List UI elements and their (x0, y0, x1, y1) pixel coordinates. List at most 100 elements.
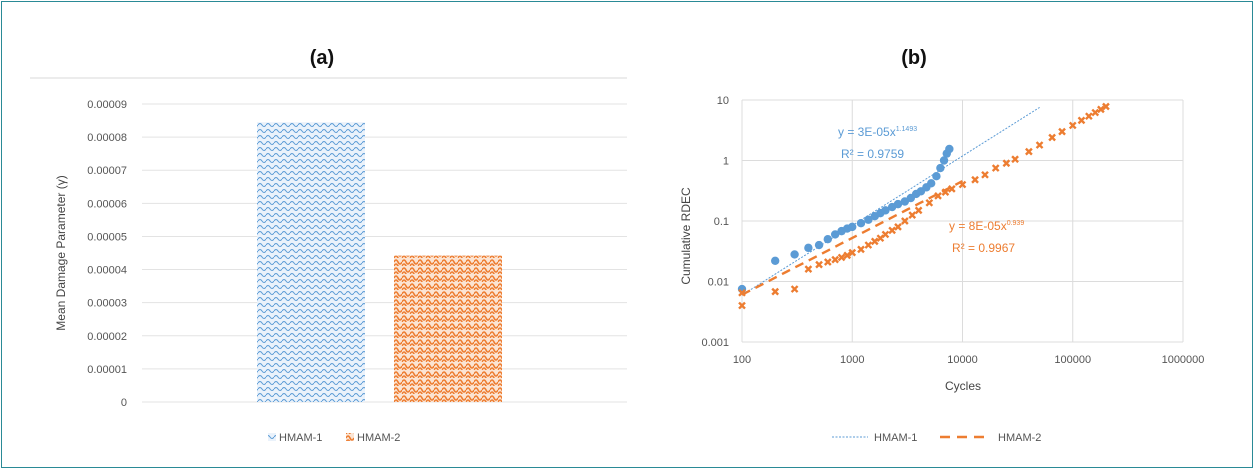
x-tick-label: 10000 (947, 354, 978, 366)
chart-b-title: (b) (901, 47, 927, 69)
data-point-hmam-2 (1035, 141, 1044, 149)
data-point-hmam-1 (939, 156, 949, 165)
chart-b-y-axis-label: Cumulative RDEC (679, 187, 693, 285)
data-point-hmam-1 (926, 179, 936, 188)
data-point-hmam-2 (870, 237, 879, 246)
trendline-hmam-2 (741, 180, 964, 296)
chart-b-annotations: y = 3E-05x1.1493 R² = 0.9759 y = 8E-05x0.9… (838, 125, 1024, 255)
data-point-hmam-2 (1068, 121, 1077, 130)
data-point-hmam-2 (1091, 108, 1100, 117)
data-point-hmam-2 (941, 188, 950, 196)
data-point-hmam-1 (770, 256, 780, 265)
y-tick-label: 0.1 (714, 216, 729, 228)
legend-label-hmam-2: HMAM-2 (998, 432, 1041, 444)
chart-b-tick-labels: 10 1 0.1 0.01 0.001 100 1000 10000 100000 1000000 (701, 95, 1204, 366)
data-point-hmam-2 (815, 260, 823, 269)
chart-a-legend: HMAM-1 HMAM-2 (268, 432, 400, 444)
trendline-equation-hmam-2: y = 8E-05x0.939 (949, 219, 1024, 233)
y-tick-label: 0.00005 (87, 231, 127, 243)
data-point-hmam-2 (1102, 102, 1110, 111)
bar-hmam-2 (394, 255, 502, 402)
trendline-equation-hmam-1: y = 3E-05x1.1493 (838, 125, 917, 139)
data-point-hmam-2 (991, 164, 1000, 172)
chart-b-data-points (737, 102, 1110, 310)
data-point-hmam-1 (932, 172, 941, 181)
chart-a-gridlines (142, 103, 627, 403)
data-point-hmam-2 (831, 255, 840, 264)
chart-a-y-axis-label: Mean Damage Parameter (γ) (54, 175, 68, 330)
data-point-hmam-2 (1097, 105, 1105, 114)
legend-swatch-hmam-2 (346, 433, 354, 441)
data-point-hmam-1 (848, 222, 857, 232)
data-point-hmam-1 (945, 144, 954, 154)
data-point-hmam-1 (804, 243, 813, 253)
chart-b-trendlines (741, 106, 1040, 296)
data-point-hmam-2 (771, 287, 780, 296)
data-point-hmam-2 (934, 192, 942, 200)
y-tick-label: 0 (121, 397, 127, 409)
data-point-hmam-2 (823, 258, 832, 266)
data-point-hmam-2 (804, 265, 813, 273)
chart-a-y-tick-labels: 0.00009 0.00008 0.00007 0.00006 0.00005 0.000… (87, 99, 127, 409)
data-point-hmam-2 (843, 251, 852, 260)
legend-label-hmam-1: HMAM-1 (279, 432, 322, 444)
data-point-hmam-1 (864, 215, 873, 224)
bar-chart-panel-a: (a) 0.000090.000080.000070.000060.000050… (30, 47, 627, 444)
x-tick-label: 100000 (1054, 354, 1091, 366)
y-tick-label: 10 (717, 95, 729, 107)
x-tick-label: 100 (733, 354, 751, 366)
data-point-hmam-2 (1011, 155, 1019, 164)
y-tick-label: 0.00009 (87, 99, 127, 111)
y-tick-label: 1 (723, 156, 729, 168)
data-point-hmam-2 (790, 285, 799, 293)
legend-label-hmam-1: HMAM-1 (874, 432, 917, 444)
data-point-hmam-1 (790, 250, 799, 259)
bar-hmam-1 (257, 122, 365, 402)
data-point-hmam-2 (958, 180, 967, 189)
data-point-hmam-2 (981, 170, 989, 179)
data-point-hmam-1 (936, 163, 945, 173)
data-point-hmam-1 (823, 235, 832, 244)
trendline-exponent: 1.1493 (896, 126, 918, 133)
chart-a-bars (257, 122, 502, 402)
data-point-hmam-2 (888, 226, 896, 235)
y-tick-label: 0.01 (708, 277, 729, 289)
trendline-r2-hmam-2: R² = 0.9967 (952, 241, 1015, 255)
data-point-hmam-2 (914, 206, 923, 215)
data-point-hmam-2 (908, 211, 917, 219)
data-point-hmam-2 (738, 301, 746, 310)
data-point-hmam-2 (947, 184, 956, 193)
legend-label-hmam-2: HMAM-2 (357, 432, 400, 444)
chart-a-title: (a) (310, 47, 334, 69)
data-point-hmam-1 (830, 230, 840, 239)
y-tick-label: 0.001 (701, 337, 729, 349)
data-point-hmam-2 (894, 223, 902, 231)
trendline-exponent: 0.939 (1007, 220, 1025, 227)
trendline-hmam-1 (741, 106, 1040, 296)
data-point-hmam-2 (864, 241, 873, 249)
data-point-hmam-2 (925, 198, 934, 207)
data-point-hmam-2 (1077, 116, 1086, 125)
y-tick-label: 0.00002 (87, 331, 127, 343)
legend-swatch-hmam-1 (268, 433, 276, 441)
data-point-hmam-1 (893, 199, 903, 209)
y-tick-label: 0.00008 (87, 132, 127, 144)
y-tick-label: 0.00004 (87, 265, 127, 277)
data-point-hmam-1 (814, 240, 824, 250)
data-point-hmam-2 (971, 175, 979, 184)
data-point-hmam-1 (881, 206, 890, 215)
x-tick-label: 1000000 (1162, 354, 1205, 366)
data-point-hmam-2 (738, 288, 746, 297)
data-point-hmam-2 (837, 253, 846, 262)
y-tick-label: 0.00003 (87, 298, 127, 310)
chart-b-gridlines (741, 99, 1184, 343)
data-point-hmam-2 (1085, 112, 1093, 121)
data-point-hmam-2 (1025, 147, 1033, 156)
data-point-hmam-2 (848, 248, 857, 257)
chart-b-legend: HMAM-1 HMAM-2 (832, 432, 1041, 444)
chart-b-x-axis-label: Cycles (945, 379, 981, 393)
y-tick-label: 0.00007 (87, 165, 127, 177)
data-point-hmam-2 (857, 245, 865, 254)
x-tick-label: 1000 (840, 354, 864, 366)
